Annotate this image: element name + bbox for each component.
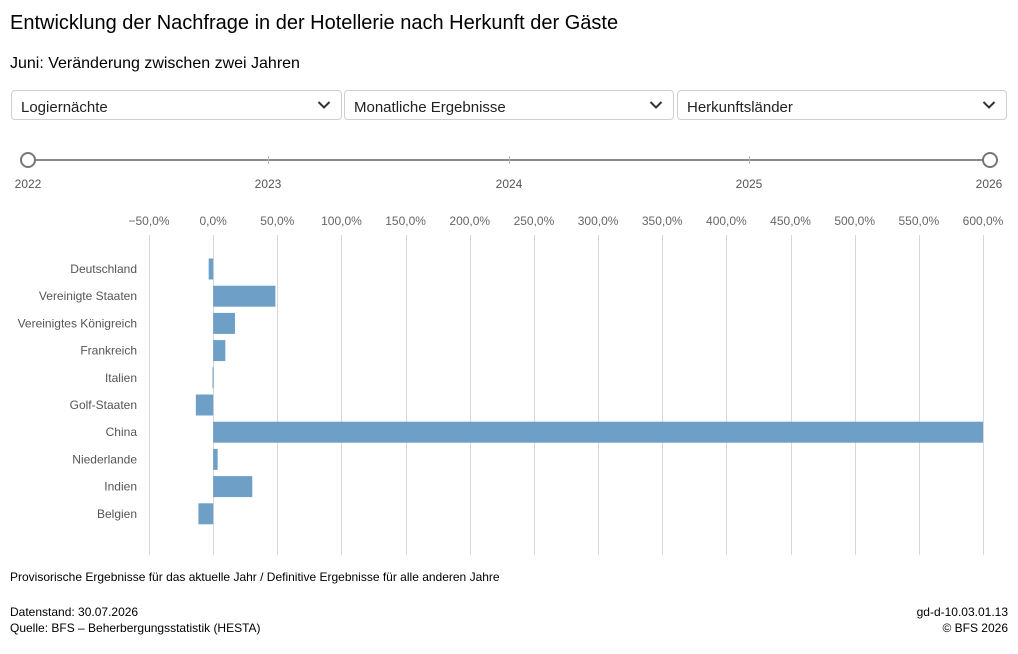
- x-tick-label: 500,0%: [834, 214, 875, 228]
- data-date: Datenstand: 30.07.2026: [10, 605, 139, 619]
- category-label: Golf-Staaten: [70, 398, 137, 412]
- x-tick-label: 400,0%: [706, 214, 747, 228]
- category-label: Belgien: [97, 507, 137, 521]
- year-label: 2026: [975, 177, 1003, 191]
- meta-id: gd-d-10.03.01.13 © BFS 2026: [917, 604, 1008, 636]
- category-label: China: [106, 425, 138, 439]
- year-label: 2022: [14, 177, 42, 191]
- period-dropdown[interactable]: Monatliche Ergebnisse: [344, 90, 674, 120]
- category-label: Vereinigte Staaten: [39, 289, 137, 303]
- chart-title: Entwicklung der Nachfrage in der Hotelle…: [10, 12, 619, 34]
- slider-tick: [749, 156, 750, 164]
- bar[interactable]: [198, 503, 214, 525]
- category-label: Indien: [104, 480, 137, 494]
- year-label: 2023: [254, 177, 282, 191]
- bar[interactable]: [213, 421, 984, 443]
- x-tick-label: −50,0%: [128, 214, 169, 228]
- year-label: 2024: [495, 177, 523, 191]
- bar[interactable]: [195, 394, 214, 416]
- x-tick-label: 50,0%: [260, 214, 294, 228]
- bar[interactable]: [213, 312, 235, 334]
- copyright: © BFS 2026: [942, 621, 1008, 635]
- bar-chart: −50,0% 0,0% 50,0% 100,0% 150,0% 200,0% 250,0% 3…: [18, 214, 1004, 555]
- measure-dropdown[interactable]: Logiernächte: [11, 90, 342, 120]
- breakdown-dropdown-value: Herkunftsländer: [687, 99, 793, 116]
- slider-start-handle[interactable]: [20, 152, 36, 168]
- footnote: Provisorische Ergebnisse für das aktuell…: [10, 570, 500, 584]
- breakdown-dropdown[interactable]: Herkunftsländer: [677, 90, 1007, 120]
- bar[interactable]: [213, 340, 226, 362]
- x-tick-label: 600,0%: [963, 214, 1004, 228]
- x-tick-label: 300,0%: [578, 214, 619, 228]
- chart-subtitle: Juni: Veränderung zwischen zwei Jahren: [10, 55, 300, 72]
- bar[interactable]: [212, 367, 214, 389]
- bar[interactable]: [213, 285, 276, 307]
- chevron-down-icon: [317, 101, 331, 109]
- year-range-slider[interactable]: 2022 2023 2024 2025 2026: [0, 145, 1018, 195]
- slider-tick: [509, 156, 510, 164]
- x-tick-label: 450,0%: [770, 214, 811, 228]
- x-tick-label: 550,0%: [898, 214, 939, 228]
- bar[interactable]: [213, 476, 253, 498]
- bar[interactable]: [213, 448, 218, 470]
- category-label: Niederlande: [72, 452, 137, 466]
- chart-id: gd-d-10.03.01.13: [916, 605, 1008, 619]
- x-tick-label: 350,0%: [642, 214, 683, 228]
- meta-info: Datenstand: 30.07.2026 Quelle: BFS – Beh…: [10, 604, 261, 636]
- year-label: 2025: [735, 177, 763, 191]
- slider-end-handle[interactable]: [982, 152, 998, 168]
- chevron-down-icon: [982, 101, 996, 109]
- chevron-down-icon: [649, 101, 663, 109]
- category-label: Vereinigtes Königreich: [18, 316, 137, 330]
- category-label: Frankreich: [80, 344, 137, 358]
- period-dropdown-value: Monatliche Ergebnisse: [354, 99, 506, 116]
- source: Quelle: BFS – Beherbergungsstatistik (HE…: [10, 621, 261, 635]
- x-tick-label: 200,0%: [449, 214, 490, 228]
- bar[interactable]: [208, 258, 214, 280]
- category-label: Italien: [105, 371, 137, 385]
- x-tick-label: 0,0%: [199, 214, 227, 228]
- slider-tick: [268, 156, 269, 164]
- measure-dropdown-value: Logiernächte: [21, 99, 108, 116]
- category-label: Deutschland: [70, 262, 137, 276]
- x-tick-label: 100,0%: [321, 214, 362, 228]
- x-tick-label: 150,0%: [385, 214, 426, 228]
- x-tick-label: 250,0%: [514, 214, 555, 228]
